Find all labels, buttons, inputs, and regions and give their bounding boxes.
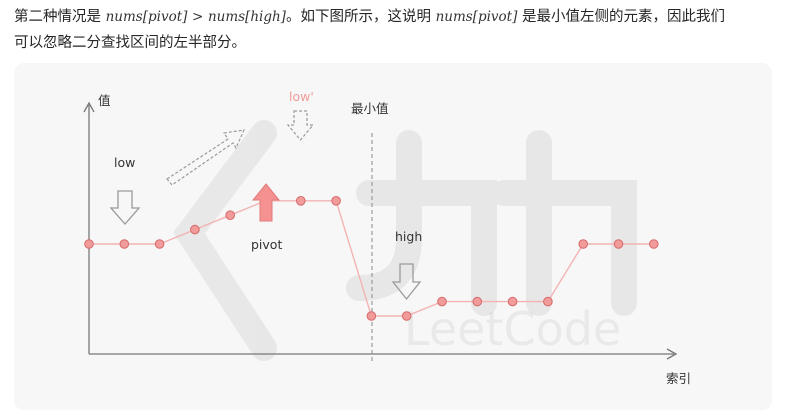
math-nums-high: nums[high] — [207, 9, 286, 25]
math-nums-pivot: nums[pivot] — [105, 9, 188, 25]
series-point-11 — [472, 296, 483, 307]
math-greater-than: > — [192, 9, 204, 25]
min-value-label: 最小值 — [351, 101, 389, 116]
axes — [83, 101, 678, 360]
series-point-13 — [543, 296, 553, 307]
low-prime-label: low' — [289, 89, 314, 104]
pivot-arrow-icon — [251, 183, 281, 222]
series-point-9 — [401, 311, 412, 321]
series-point-12 — [507, 296, 518, 307]
series-point-10 — [437, 296, 447, 307]
series-point-6 — [296, 196, 306, 206]
low-arrow-icon — [109, 190, 141, 225]
description-paragraph: 第二种情况是 nums[pivot] > nums[high]。如下图所示，这说… — [14, 4, 784, 56]
diagram-svg: LeetCode 值 索引 最小值 low low' pivot high — [83, 89, 691, 386]
diagram-card: LeetCode 值 索引 最小值 low low' pivot high — [14, 63, 772, 410]
high-arrow-icon — [391, 263, 422, 301]
leetcode-watermark — [173, 120, 637, 361]
series-point-7 — [331, 196, 341, 206]
dashed-move-arrow — [166, 129, 245, 186]
watermark-char-1 — [346, 130, 422, 301]
series-point-2 — [154, 239, 165, 249]
series-point-3 — [190, 224, 200, 235]
x-axis-arrowhead — [666, 348, 678, 360]
high-label: high — [395, 229, 422, 244]
watermark-char-4 — [491, 180, 637, 316]
x-axis-label: 索引 — [666, 371, 691, 386]
description-line-1: 第二种情况是 nums[pivot] > nums[high]。如下图所示，这说… — [14, 4, 784, 30]
watermark-bracket — [173, 120, 277, 361]
series-points — [84, 196, 659, 321]
description-line-2: 可以忽略二分查找区间的左半部分。 — [14, 35, 246, 51]
math-nums-pivot-2: nums[pivot] — [435, 9, 518, 25]
dashed-arrow-shape — [166, 129, 245, 186]
series-point-8 — [366, 311, 377, 321]
pivot-label: pivot — [251, 237, 282, 252]
text-segment: 是最小值左侧的元素，因此我们 — [521, 9, 725, 25]
series-point-15 — [613, 239, 624, 249]
series-point-4 — [225, 210, 235, 220]
watermark-text: LeetCode — [404, 302, 621, 356]
series-point-1 — [119, 239, 130, 249]
series-point-16 — [649, 239, 659, 249]
low-prime-arrow-icon — [286, 110, 315, 141]
text-segment: 第二种情况是 — [14, 9, 101, 25]
text-segment: 。如下图所示，这说明 — [285, 9, 431, 25]
watermark-char-2 — [356, 180, 497, 316]
y-axis-label: 值 — [98, 93, 111, 108]
series-point-0 — [84, 239, 94, 249]
series-point-14 — [578, 239, 589, 249]
y-axis-arrowhead — [83, 101, 95, 113]
low-label: low — [114, 155, 135, 170]
